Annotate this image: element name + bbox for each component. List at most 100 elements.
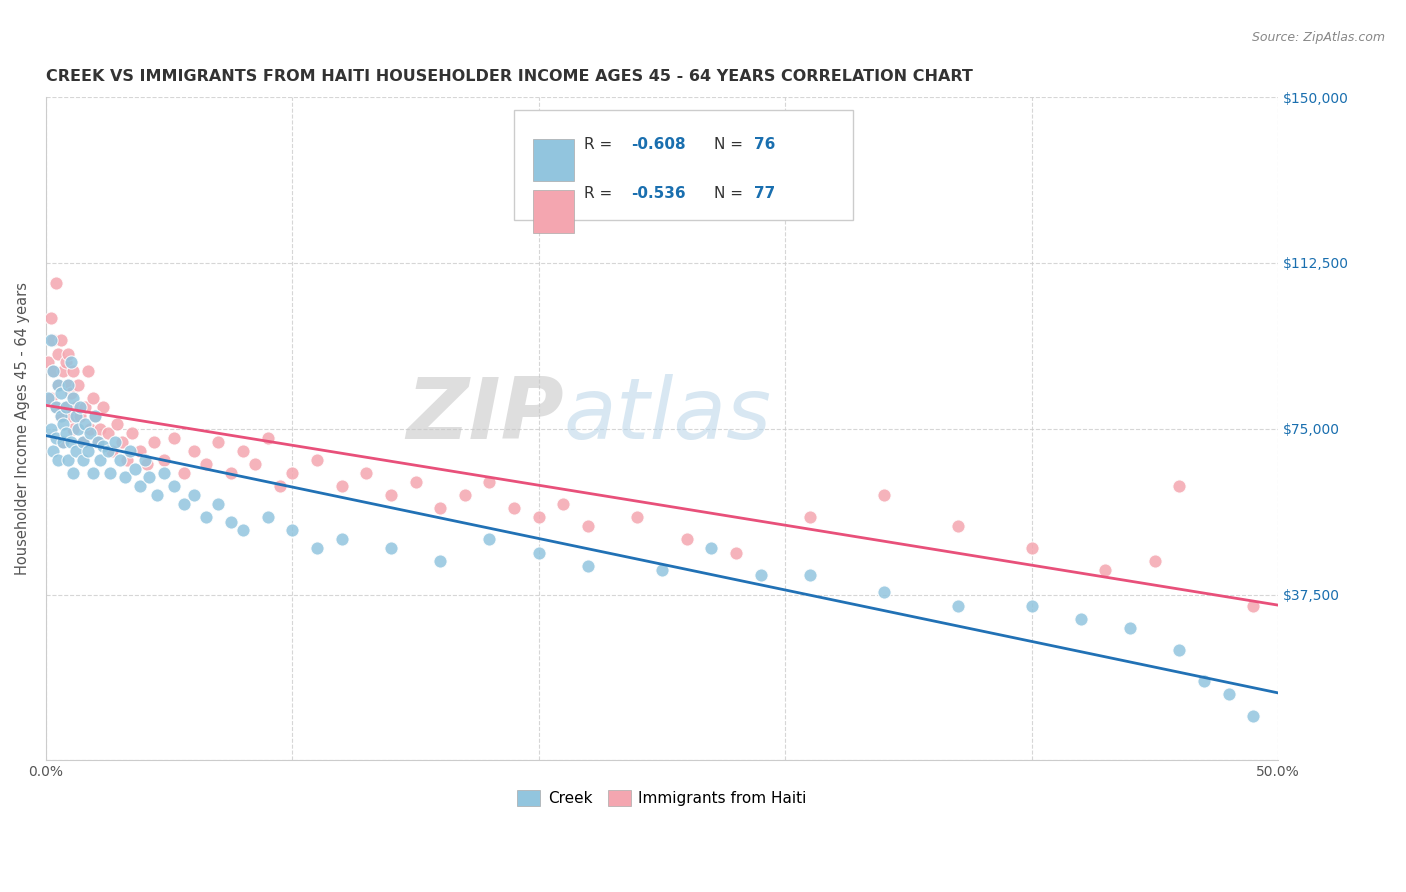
Point: [45, 431, 67, 445]
Point: [45, 400, 67, 414]
Point: [305, 541, 328, 556]
Point: [84, 409, 107, 423]
Point: [478, 475, 501, 489]
Point: [82, 391, 104, 405]
FancyBboxPatch shape: [533, 190, 575, 233]
Point: [84, 409, 107, 423]
Point: [305, 452, 328, 467]
Point: [245, 457, 267, 471]
Point: [128, 443, 150, 458]
Point: [1168, 643, 1191, 657]
Point: [55, 426, 77, 441]
Y-axis label: Householder Income Ages 45 - 64 years: Householder Income Ages 45 - 64 years: [15, 282, 30, 575]
Point: [76, 364, 98, 378]
Point: [256, 431, 278, 445]
Point: [39, 422, 62, 436]
Point: [405, 475, 427, 489]
Point: [946, 519, 969, 533]
Point: [1218, 687, 1240, 701]
Point: [219, 515, 242, 529]
Point: [1070, 612, 1092, 626]
Text: 76: 76: [755, 137, 776, 153]
Point: [111, 435, 134, 450]
Point: [330, 533, 353, 547]
Point: [39, 311, 62, 326]
Point: [101, 443, 124, 458]
Point: [69, 409, 91, 423]
Text: -0.536: -0.536: [631, 186, 686, 202]
Text: R =: R =: [585, 186, 617, 202]
Point: [49, 409, 72, 423]
Point: [46, 346, 69, 360]
Point: [56, 377, 79, 392]
Point: [107, 417, 129, 432]
Point: [356, 466, 378, 480]
Point: [108, 452, 131, 467]
Point: [52, 435, 75, 450]
Point: [749, 567, 772, 582]
Point: [429, 554, 451, 568]
Point: [56, 346, 79, 360]
Point: [72, 435, 94, 450]
Point: [62, 466, 84, 480]
FancyBboxPatch shape: [515, 111, 853, 220]
Point: [429, 501, 451, 516]
Point: [89, 452, 111, 467]
Point: [553, 497, 575, 511]
Text: CREEK VS IMMIGRANTS FROM HAITI HOUSEHOLDER INCOME AGES 45 - 64 YEARS CORRELATION: CREEK VS IMMIGRANTS FROM HAITI HOUSEHOLD…: [46, 69, 973, 84]
Legend: Creek, Immigrants from Haiti: Creek, Immigrants from Haiti: [512, 784, 813, 813]
Point: [46, 377, 69, 392]
Point: [91, 440, 114, 454]
Point: [49, 334, 72, 348]
Point: [1241, 709, 1264, 723]
Point: [59, 355, 82, 369]
Point: [183, 443, 205, 458]
Point: [76, 443, 98, 458]
Point: [1021, 541, 1043, 556]
Point: [134, 452, 156, 467]
Point: [86, 435, 108, 450]
Point: [66, 377, 89, 392]
Point: [219, 466, 242, 480]
Point: [136, 457, 159, 471]
Point: [89, 422, 111, 436]
Point: [97, 443, 120, 458]
Point: [330, 479, 353, 493]
Point: [65, 443, 87, 458]
Point: [146, 488, 169, 502]
Point: [454, 488, 477, 502]
Point: [55, 355, 77, 369]
Point: [207, 435, 229, 450]
Point: [576, 558, 599, 573]
Point: [281, 524, 304, 538]
Point: [42, 443, 65, 458]
Point: [380, 541, 402, 556]
Point: [128, 479, 150, 493]
Point: [42, 334, 65, 348]
Point: [65, 400, 87, 414]
Point: [59, 409, 82, 423]
Point: [59, 386, 82, 401]
Point: [42, 364, 65, 378]
Point: [527, 510, 550, 524]
Point: [59, 435, 82, 450]
Point: [62, 422, 84, 436]
Point: [626, 510, 648, 524]
Point: [117, 452, 139, 467]
Point: [281, 466, 304, 480]
Point: [49, 386, 72, 401]
Text: -0.608: -0.608: [631, 137, 686, 153]
Point: [37, 391, 59, 405]
Point: [39, 391, 62, 405]
Point: [104, 435, 127, 450]
Point: [1119, 621, 1142, 635]
Text: 77: 77: [755, 186, 776, 202]
Point: [380, 488, 402, 502]
Point: [46, 377, 69, 392]
Point: [62, 391, 84, 405]
Point: [1168, 479, 1191, 493]
Point: [121, 426, 143, 441]
Point: [98, 466, 121, 480]
Point: [69, 400, 91, 414]
Point: [56, 377, 79, 392]
